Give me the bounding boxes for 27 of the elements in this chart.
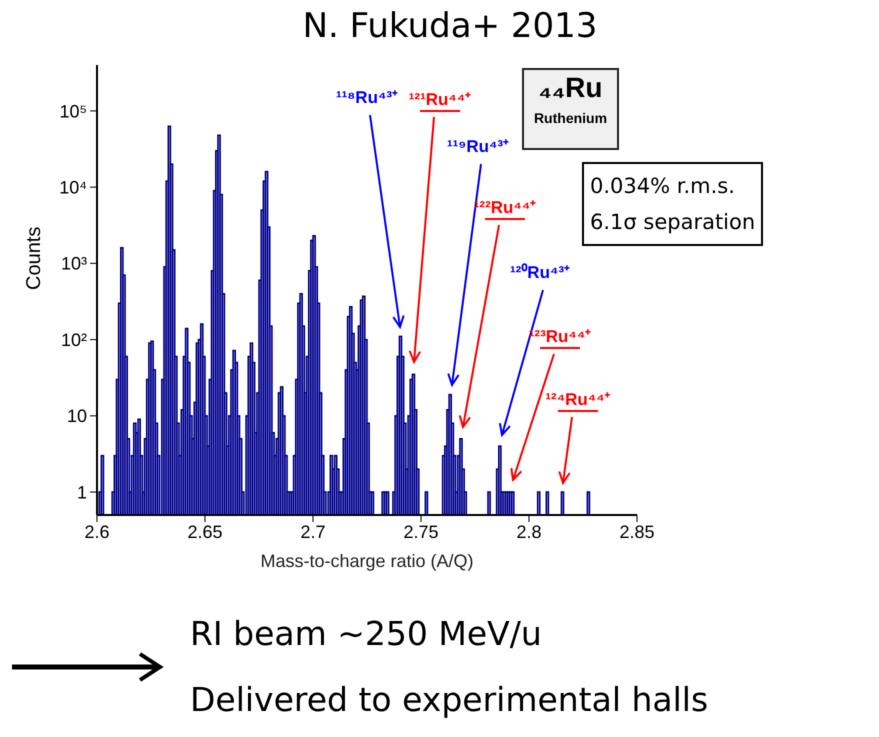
annotation: ¹²⁴Ru⁴⁴⁺ xyxy=(545,390,611,409)
y-tick-label: 10⁴ xyxy=(59,178,87,198)
y-tick-label: 10³ xyxy=(60,254,88,274)
y-tick-label: 1 xyxy=(76,482,87,502)
y-tick-label: 10⁵ xyxy=(60,101,87,122)
text: RI beam ~250 MeV/u xyxy=(190,614,542,653)
y-tick-label: 10 xyxy=(66,406,87,426)
text: Delivered to experimental halls xyxy=(190,680,708,719)
x-tick-label: 2.65 xyxy=(187,522,223,542)
annotation: ¹²¹Ru⁴⁴⁺ xyxy=(408,90,472,109)
x-tick-label: 2.75 xyxy=(403,522,439,542)
x-tick-label: 2.8 xyxy=(516,522,542,542)
chart-title: N. Fukuda+ 2013 xyxy=(302,6,598,46)
annotation: 6.1σ separation xyxy=(590,209,756,236)
annotation: ₄₄Ru xyxy=(537,72,604,104)
x-tick-label: 2.85 xyxy=(619,522,655,542)
annotation: 0.034% r.m.s. xyxy=(590,173,736,200)
x-tick-label: 2.6 xyxy=(84,522,110,542)
y-axis-title: Counts xyxy=(23,226,46,290)
x-tick-label: 2.7 xyxy=(300,522,326,542)
annotation: Ruthenium xyxy=(532,110,608,126)
x-axis-title: Mass-to-charge ratio (A/Q) xyxy=(260,551,474,571)
y-tick-label: 10² xyxy=(60,330,88,350)
annotation: ¹¹⁹Ru⁴³⁺ xyxy=(446,137,510,156)
annotation: ¹²⁰Ru⁴³⁺ xyxy=(510,263,570,282)
annotation: ¹¹⁸Ru⁴³⁺ xyxy=(336,88,398,107)
annotation: ¹²³Ru⁴⁴⁺ xyxy=(528,327,592,346)
